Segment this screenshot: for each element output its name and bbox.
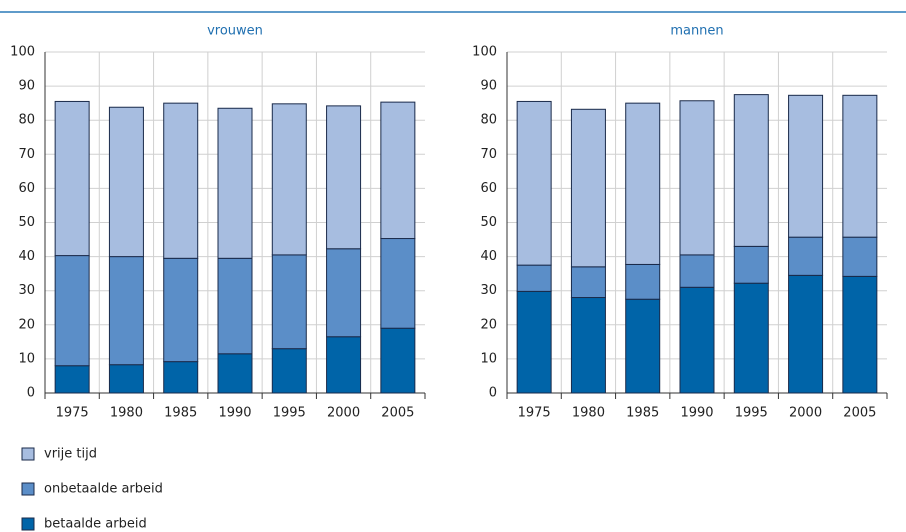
bar-segment — [842, 94, 878, 238]
bar-segment — [217, 107, 253, 259]
bar-segment — [842, 275, 878, 394]
y-tick-label: 20 — [480, 317, 497, 332]
x-tick-label: 1985 — [626, 406, 659, 421]
y-tick-label: 70 — [480, 147, 497, 162]
x-tick-label: 1975 — [518, 406, 551, 421]
bar-segment — [625, 102, 661, 265]
legend-swatch — [21, 447, 35, 461]
bar-segment — [326, 105, 362, 250]
y-tick-label: 100 — [472, 45, 497, 60]
y-tick-label: 10 — [18, 351, 35, 366]
x-tick-label: 1995 — [273, 406, 306, 421]
bar-segment — [54, 255, 90, 367]
bar-segment — [788, 236, 824, 276]
bar-segment — [271, 254, 307, 350]
bar-segment — [54, 365, 90, 394]
y-tick-label: 40 — [18, 249, 35, 264]
x-tick-label: 2000 — [327, 406, 360, 421]
legend-swatch — [21, 482, 35, 496]
bar-segment — [217, 257, 253, 355]
bar-segment — [271, 348, 307, 394]
y-tick-label: 0 — [27, 386, 35, 401]
chart-title: mannen — [670, 24, 723, 39]
y-tick-label: 80 — [480, 113, 497, 128]
legend-label: onbetaalde arbeid — [44, 482, 163, 497]
bar-segment — [788, 94, 824, 238]
bar-segment — [108, 364, 144, 394]
bar-segment — [380, 238, 416, 329]
legend-label: vrije tijd — [44, 447, 97, 462]
bar-segment — [108, 106, 144, 258]
bar-segment — [217, 353, 253, 394]
y-tick-label: 50 — [18, 215, 35, 230]
bar-segment — [163, 257, 199, 363]
y-tick-label: 30 — [18, 283, 35, 298]
bar-segment — [271, 103, 307, 256]
x-tick-label: 1990 — [680, 406, 713, 421]
legend-label: betaalde arbeid — [44, 517, 147, 532]
bar-segment — [108, 256, 144, 366]
bar-segment — [679, 286, 715, 394]
y-tick-label: 0 — [489, 386, 497, 401]
bar-segment — [516, 100, 552, 266]
x-tick-label: 2000 — [789, 406, 822, 421]
bar-segment — [625, 298, 661, 394]
y-tick-label: 100 — [10, 45, 35, 60]
y-tick-label: 80 — [18, 113, 35, 128]
y-tick-label: 90 — [480, 79, 497, 94]
x-tick-label: 1990 — [218, 406, 251, 421]
y-tick-label: 70 — [18, 147, 35, 162]
x-tick-label: 2005 — [843, 406, 876, 421]
bar-segment — [842, 236, 878, 277]
bar-segment — [570, 266, 606, 299]
y-tick-label: 60 — [18, 181, 35, 196]
bar-segment — [733, 282, 769, 394]
bar-segment — [570, 108, 606, 268]
bar-segment — [54, 100, 90, 257]
chart-title: vrouwen — [207, 24, 263, 39]
bar-segment — [625, 263, 661, 300]
bar-segment — [326, 336, 362, 394]
bar-segment — [163, 102, 199, 259]
bar-segment — [163, 361, 199, 394]
x-tick-label: 2005 — [381, 406, 414, 421]
bar-segment — [788, 274, 824, 394]
bar-segment — [380, 327, 416, 394]
bar-segment — [326, 248, 362, 338]
y-tick-label: 60 — [480, 181, 497, 196]
y-tick-label: 40 — [480, 249, 497, 264]
bar-segment — [516, 264, 552, 292]
bar-segment — [679, 100, 715, 256]
bar-segment — [380, 101, 416, 240]
y-tick-label: 50 — [480, 215, 497, 230]
y-tick-label: 10 — [480, 351, 497, 366]
bar-segment — [570, 297, 606, 394]
x-tick-label: 1975 — [56, 406, 89, 421]
x-tick-label: 1995 — [735, 406, 768, 421]
x-tick-label: 1980 — [110, 406, 143, 421]
y-tick-label: 30 — [480, 283, 497, 298]
y-tick-label: 20 — [18, 317, 35, 332]
bar-segment — [733, 94, 769, 247]
y-tick-label: 90 — [18, 79, 35, 94]
bar-segment — [679, 254, 715, 288]
legend-swatch — [21, 517, 35, 531]
x-tick-label: 1985 — [164, 406, 197, 421]
bar-segment — [516, 290, 552, 394]
x-tick-label: 1980 — [572, 406, 605, 421]
bar-segment — [733, 245, 769, 284]
